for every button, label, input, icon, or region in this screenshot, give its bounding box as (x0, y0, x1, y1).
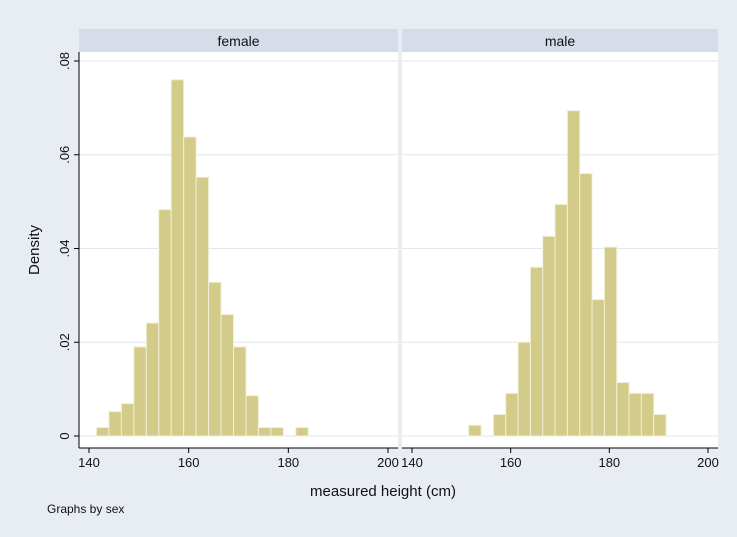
bar-male-6 (542, 235, 556, 437)
bar-male-3 (505, 392, 519, 437)
bar-male-0 (468, 424, 482, 437)
x-tick-label-0-3: 200 (377, 455, 399, 470)
bar-male-8 (566, 110, 581, 437)
x-tick-label-1-0: 140 (401, 455, 423, 470)
bar-male-10 (591, 299, 605, 437)
bar-female-10 (220, 314, 235, 437)
bar-female-11 (233, 346, 247, 437)
bar-male-7 (554, 203, 568, 437)
y-tick-label-1: .02 (57, 333, 72, 351)
bar-female-14 (270, 427, 284, 437)
bar-male-5 (529, 266, 544, 437)
graphs-by-note: Graphs by sex (47, 502, 124, 516)
bar-male-12 (616, 382, 630, 437)
bar-male-2 (492, 413, 507, 437)
panel-title-1: male (545, 33, 576, 49)
bar-female-2 (120, 403, 135, 437)
y-tick-label-3: .06 (57, 146, 72, 164)
y-tick-label-0: 0 (57, 432, 72, 439)
bar-female-12 (245, 395, 259, 437)
bar-female-13 (257, 427, 272, 437)
y-tick-label-2: .04 (57, 239, 72, 257)
x-tick-label-0-1: 160 (178, 455, 200, 470)
bar-female-4 (145, 322, 160, 437)
bar-female-16 (295, 427, 309, 437)
bar-female-9 (208, 281, 222, 437)
bar-male-14 (640, 392, 655, 437)
panel-header-1 (402, 29, 718, 52)
bar-male-4 (517, 341, 531, 437)
bar-male-15 (653, 413, 667, 437)
x-tick-label-0-2: 180 (277, 455, 299, 470)
bar-female-6 (170, 79, 185, 437)
bar-female-0 (95, 427, 110, 437)
x-tick-label-0-0: 140 (78, 455, 100, 470)
bar-female-7 (183, 136, 197, 437)
x-tick-label-1-1: 160 (500, 455, 522, 470)
bar-female-8 (195, 176, 210, 437)
x-axis-title: measured height (cm) (310, 483, 456, 500)
bar-female-3 (133, 346, 147, 437)
bar-female-5 (158, 209, 172, 437)
x-tick-label-1-2: 180 (598, 455, 620, 470)
bar-male-11 (603, 246, 618, 437)
x-tick-label-1-3: 200 (697, 455, 719, 470)
bar-female-1 (108, 411, 122, 437)
panel-header-0 (79, 29, 398, 52)
bar-male-13 (628, 392, 642, 437)
panel-title-0: female (217, 33, 259, 49)
y-tick-label-4: .08 (57, 52, 72, 70)
y-axis-title: Density (26, 224, 43, 275)
panels-group: female 140 160 180 200 0 .02 .04 .06 .08 male 140 16… (57, 29, 719, 470)
bar-male-9 (579, 173, 593, 437)
